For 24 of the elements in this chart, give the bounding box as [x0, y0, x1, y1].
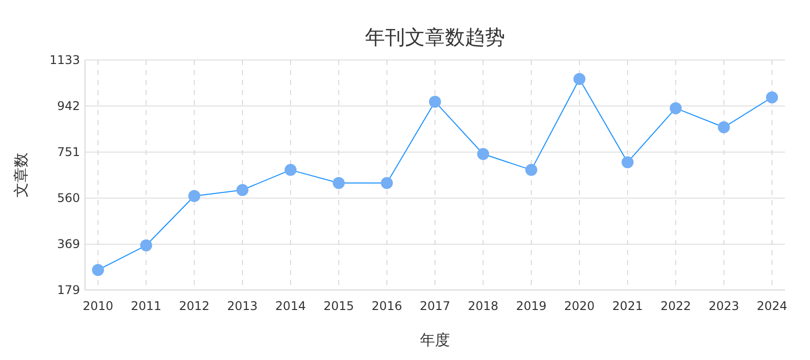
- x-tick-label: 2018: [468, 299, 498, 313]
- chart-title: 年刊文章数趋势: [365, 25, 505, 49]
- y-tick-label: 942: [57, 99, 80, 114]
- x-tick-label: 2010: [82, 299, 114, 313]
- y-tick-label: 1133: [49, 53, 80, 67]
- x-tick-label: 2015: [323, 299, 354, 313]
- x-tick-label: 2023: [708, 299, 740, 313]
- x-tick-label: 2017: [420, 299, 450, 313]
- y-axis-title: 文章数: [12, 152, 30, 198]
- x-tick-label: 2016: [372, 299, 402, 313]
- x-tick-label: 2022: [660, 299, 691, 313]
- x-tick-label: 2021: [612, 299, 643, 313]
- x-tick-label: 2024: [756, 299, 788, 313]
- x-tick-label: 2012: [179, 299, 210, 313]
- y-tick-label: 179: [57, 283, 80, 297]
- y-tick-label: 751: [57, 145, 80, 160]
- y-tick-label: 560: [57, 191, 80, 206]
- y-tick-label: 369: [57, 237, 80, 252]
- x-tick-label: 2020: [564, 299, 595, 313]
- x-tick-label: 2013: [227, 299, 258, 313]
- x-tick-label: 2011: [130, 299, 162, 313]
- x-axis-title: 年度: [420, 331, 450, 349]
- x-tick-label: 2019: [516, 299, 547, 313]
- x-tick-label: 2014: [275, 299, 306, 313]
